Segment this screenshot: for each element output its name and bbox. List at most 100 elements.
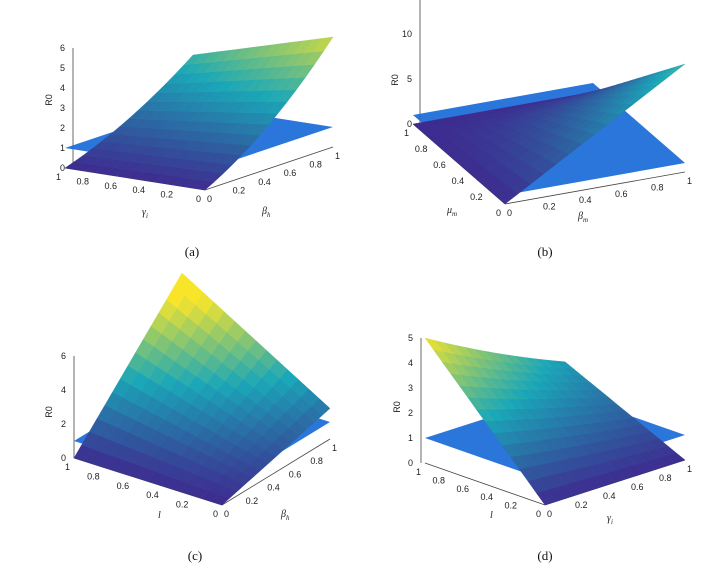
y-axis-line (424, 462, 546, 506)
x-axis-label-sub: h (286, 514, 290, 522)
z-tick-label: 6 (61, 351, 66, 361)
z-axis-label: R0 (390, 74, 400, 86)
panel-b: 0510152000.20.40.60.8110.80.60.40.20βmμm… (390, 0, 692, 224)
x-tick-label: 1 (335, 151, 340, 161)
y-axis-label-sub: m (452, 210, 457, 218)
y-tick-label: 0.6 (433, 160, 446, 170)
z-axis-label: R0 (44, 406, 54, 418)
y-tick-label: 0.8 (415, 144, 428, 154)
z-tick-label: 5 (407, 74, 412, 84)
x-axis-label: γi (607, 513, 613, 526)
x-tick-label: 0.8 (310, 456, 323, 466)
z-tick-label: 0 (61, 453, 66, 463)
x-axis-label-sub: m (583, 216, 588, 224)
x-tick-label: 0.6 (631, 482, 644, 492)
y-tick-label: 0 (536, 509, 541, 519)
y-tick-label: 0 (196, 194, 201, 204)
z-tick-label: 1 (60, 143, 65, 153)
y-axis-label: l (490, 510, 493, 521)
y-axis-label: γi (142, 207, 148, 220)
x-axis-label-sub: i (611, 518, 613, 526)
y-tick-label: 0.2 (504, 501, 517, 511)
x-tick-label: 0.6 (289, 469, 302, 479)
x-tick-label: 1 (687, 464, 692, 474)
x-tick-label: 0.6 (615, 189, 628, 199)
y-axis-label: μm (446, 205, 457, 218)
y-tick-label: 0.2 (160, 190, 173, 200)
x-tick-label: 0.4 (258, 177, 271, 187)
y-tick-label: 1 (404, 128, 409, 138)
z-axis-label: R0 (44, 94, 54, 106)
z-tick-label: 5 (60, 63, 65, 73)
x-tick-label: 0.4 (579, 195, 592, 205)
x-tick-label: 0.2 (575, 500, 588, 510)
z-tick-label: 5 (408, 333, 413, 343)
y-tick-label: 0.8 (432, 475, 445, 485)
z-tick-label: 2 (60, 123, 65, 133)
y-tick-label: 1 (416, 467, 421, 477)
panel-c: 0 2 4 6 0 0.2 0.4 0.6 0.8 1 1 0.8 0.6 0.4 0.2 0 βh l R0 (44, 272, 337, 522)
x-tick-label: 0.4 (603, 491, 616, 501)
y-tick-label: 0.6 (104, 181, 117, 191)
y-axis-label-sub: i (146, 212, 148, 220)
x-tick-label: 0 (224, 509, 229, 519)
x-axis-label: βh (261, 206, 271, 219)
z-tick-label: 10 (402, 29, 412, 39)
x-tick-label: 0.2 (246, 496, 259, 506)
z-tick-label: 1 (408, 433, 413, 443)
z-tick-label: 2 (408, 408, 413, 418)
caption-b: (b) (537, 244, 552, 259)
x-tick-label: 0.8 (659, 473, 672, 483)
y-tick-label: 0.6 (117, 481, 130, 491)
x-tick-label: 0.2 (543, 202, 556, 212)
x-tick-label: 1 (687, 176, 692, 186)
x-axis-label: βm (577, 211, 588, 224)
z-tick-label: 3 (60, 103, 65, 113)
x-tick-label: 0.6 (284, 168, 297, 178)
y-tick-label: 0.4 (146, 490, 159, 500)
z-axis-label: R0 (392, 401, 402, 413)
y-tick-label: 0.6 (456, 484, 469, 494)
y-tick-label: 0.2 (176, 500, 189, 510)
surface-patch (665, 452, 686, 464)
y-tick-label: 0.4 (132, 185, 145, 195)
caption-c: (c) (188, 548, 202, 563)
x-tick-label: 0.2 (233, 185, 246, 195)
z-tick-label: 3 (408, 383, 413, 393)
x-axis-line (204, 146, 334, 191)
y-tick-label: 0.8 (87, 471, 100, 481)
z-tick-label: 0 (407, 119, 412, 129)
x-tick-label: 0 (507, 208, 512, 218)
caption-a: (a) (185, 244, 199, 259)
x-axis-label-sub: h (267, 211, 271, 219)
z-tick-label: 4 (408, 358, 413, 368)
surface-patch (665, 63, 686, 76)
y-axis-label: l (158, 510, 161, 521)
y-tick-label: 0.4 (480, 492, 493, 502)
x-tick-label: 0.4 (267, 483, 280, 493)
z-tick-label: 4 (60, 83, 65, 93)
z-tick-label: 0 (408, 458, 413, 468)
y-tick-label: 0.8 (76, 176, 89, 186)
y-tick-label: 0 (213, 509, 218, 519)
x-tick-label: 0 (207, 194, 212, 204)
y-tick-label: 0 (496, 208, 501, 218)
y-tick-label: 1 (56, 172, 61, 182)
x-axis-label: βh (280, 509, 290, 522)
x-axis-line (221, 438, 331, 506)
z-tick-label: 6 (60, 43, 65, 53)
surface-patch (311, 398, 331, 416)
y-tick-label: 1 (65, 462, 70, 472)
surface-patch (313, 36, 334, 53)
z-tick-label: 0 (60, 163, 65, 173)
z-tick-label: 4 (61, 385, 66, 395)
z-tick-label: 2 (61, 419, 66, 429)
y-tick-label: 0.2 (470, 192, 483, 202)
y-tick-label: 0.4 (452, 176, 465, 186)
x-tick-label: 0 (547, 509, 552, 519)
x-tick-label: 0.8 (651, 182, 664, 192)
caption-d: (d) (537, 548, 552, 563)
